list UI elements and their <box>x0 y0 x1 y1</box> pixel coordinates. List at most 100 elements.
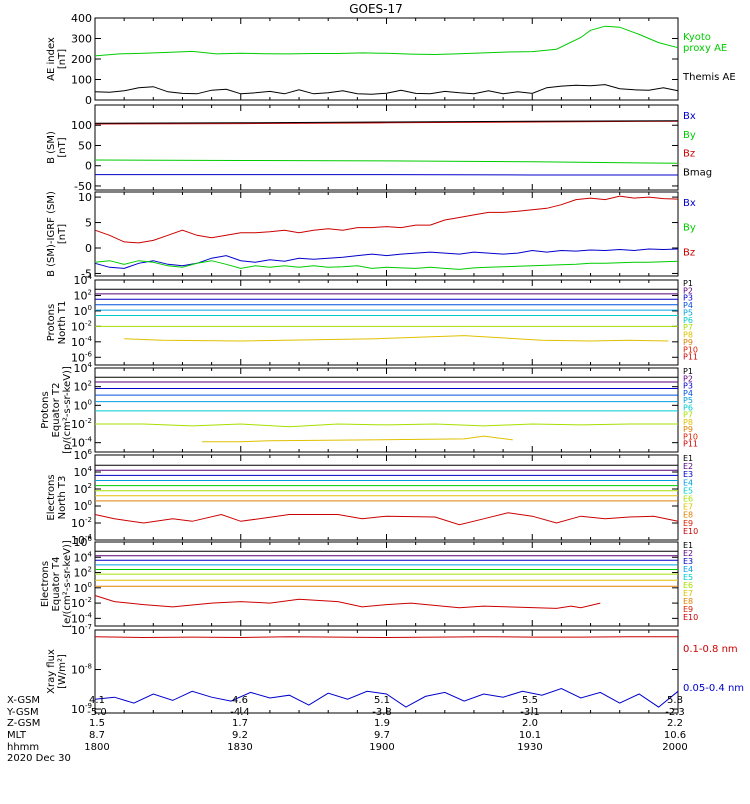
panel-frame <box>95 542 678 626</box>
series-by <box>95 160 678 163</box>
panel-frame <box>95 455 678 540</box>
series-by <box>95 261 678 270</box>
y-tick-label: 10 <box>78 191 92 204</box>
y-tick-label: 100 <box>74 398 92 412</box>
y-tick-label: 0 <box>85 160 92 173</box>
y-tick-label: 104 <box>74 550 93 564</box>
legend-entry: By <box>683 130 696 141</box>
y-tick-label: 106 <box>74 535 93 549</box>
x-axis-row-label: Z-GSM <box>7 718 40 729</box>
series-kyoto-proxy-ae <box>95 26 678 56</box>
legend-entry: By <box>683 223 696 234</box>
y-tick-label: 0 <box>85 242 92 255</box>
y-tick-label: 104 <box>74 273 93 287</box>
y-tick-label: 400 <box>71 12 92 25</box>
legend-entry: Bz <box>683 149 695 160</box>
x-axis-row-label: hhmm <box>7 742 39 753</box>
y-tick-label: 10-4 <box>71 335 93 349</box>
legend-entry: E10 <box>683 613 698 622</box>
x-axis-row-label: MLT <box>7 730 27 741</box>
x-axis-value: 5.5 <box>522 695 538 706</box>
legend-entry: Bx <box>683 198 696 209</box>
y-tick-label: 5 <box>85 217 92 230</box>
y-tick-label: 100 <box>74 499 92 513</box>
x-axis-value: 1800 <box>84 742 109 753</box>
y-tick-label: 104 <box>74 361 93 375</box>
x-axis-value: -5.0 <box>87 707 107 718</box>
x-axis-value: 1.5 <box>89 718 105 729</box>
series-e9 <box>95 596 600 609</box>
series-e9 <box>95 513 678 525</box>
x-axis-value: 10.1 <box>519 730 541 741</box>
y-axis-label: ElectronsEquator T4[e/(cm²-s-sr-keV)] <box>40 540 73 628</box>
x-axis-value: 1900 <box>369 742 394 753</box>
x-axis-value: -4.4 <box>230 707 250 718</box>
date-label: 2020 Dec 30 <box>7 753 71 764</box>
y-tick-label: 100 <box>71 119 92 132</box>
y-tick-label: 10-2 <box>71 596 92 610</box>
y-tick-label: 10-2 <box>71 319 92 333</box>
legend-entry: Themis AE <box>682 72 736 83</box>
panel-frame <box>95 280 678 365</box>
y-tick-label: 100 <box>71 74 92 87</box>
x-axis-value: 9.2 <box>232 730 248 741</box>
y-tick-label: 10-2 <box>71 417 92 431</box>
y-axis-label: Xray flux[W/m²] <box>46 649 68 694</box>
y-tick-label: 0 <box>85 94 92 107</box>
y-tick-label: 106 <box>74 448 93 462</box>
x-axis-value: 2000 <box>662 742 687 753</box>
x-axis-value: 1.7 <box>232 718 248 729</box>
y-tick-label: 100 <box>74 581 92 595</box>
y-tick-label: 102 <box>74 482 92 496</box>
panel-frame <box>95 105 678 190</box>
x-axis-value: 1930 <box>517 742 542 753</box>
x-axis-value: 2.0 <box>522 718 538 729</box>
legend-entry: 0.05-0.4 nm <box>683 683 744 694</box>
y-tick-label: 100 <box>74 304 92 318</box>
series-p8 <box>202 436 513 442</box>
series-bx <box>95 249 678 268</box>
x-axis-value: 4.6 <box>232 695 248 706</box>
y-axis-label: ProtonsEquator T2[p/(cm²-s-sr-keV)] <box>40 366 73 454</box>
y-tick-label: 50 <box>78 139 92 152</box>
x-axis-value: -2.3 <box>665 707 685 718</box>
y-axis-label: B (SM)[nT] <box>46 131 68 164</box>
y-tick-label: 102 <box>74 380 92 394</box>
x-axis-value: -3.1 <box>520 707 540 718</box>
series-themis-ae <box>95 85 678 95</box>
y-tick-label: 300 <box>71 33 92 46</box>
legend-entry: Bz <box>683 247 695 258</box>
series-bz <box>95 196 678 243</box>
x-axis-row-label: Y-GSM <box>6 707 39 718</box>
legend-entry: 0.1-0.8 nm <box>683 644 738 655</box>
y-tick-label: 102 <box>74 566 92 580</box>
y-axis-label: B (SM)-IGRF (SM)[nT] <box>46 191 68 277</box>
y-tick-label: 104 <box>74 465 93 479</box>
x-axis-value: 1.9 <box>374 718 390 729</box>
y-tick-label: 10-2 <box>71 516 92 530</box>
legend-entry: Bmag <box>683 167 712 178</box>
series-p8 <box>124 336 668 341</box>
legend-entry: P11 <box>683 353 698 362</box>
legend-entry: P11 <box>683 440 698 449</box>
x-axis-value: 2.2 <box>667 718 683 729</box>
plot-title: GOES-17 <box>349 2 403 16</box>
x-axis-value: 5.8 <box>667 695 683 706</box>
y-tick-label: 10-7 <box>71 623 92 637</box>
legend-entry: Bx <box>683 111 696 122</box>
x-axis-value: 9.7 <box>374 730 390 741</box>
x-axis-value: -3.8 <box>372 707 392 718</box>
series-0-1-0-8-nm <box>95 637 678 638</box>
y-tick-label: 200 <box>71 53 92 66</box>
x-axis-value: 10.6 <box>664 730 686 741</box>
x-axis-value: 5.1 <box>374 695 390 706</box>
